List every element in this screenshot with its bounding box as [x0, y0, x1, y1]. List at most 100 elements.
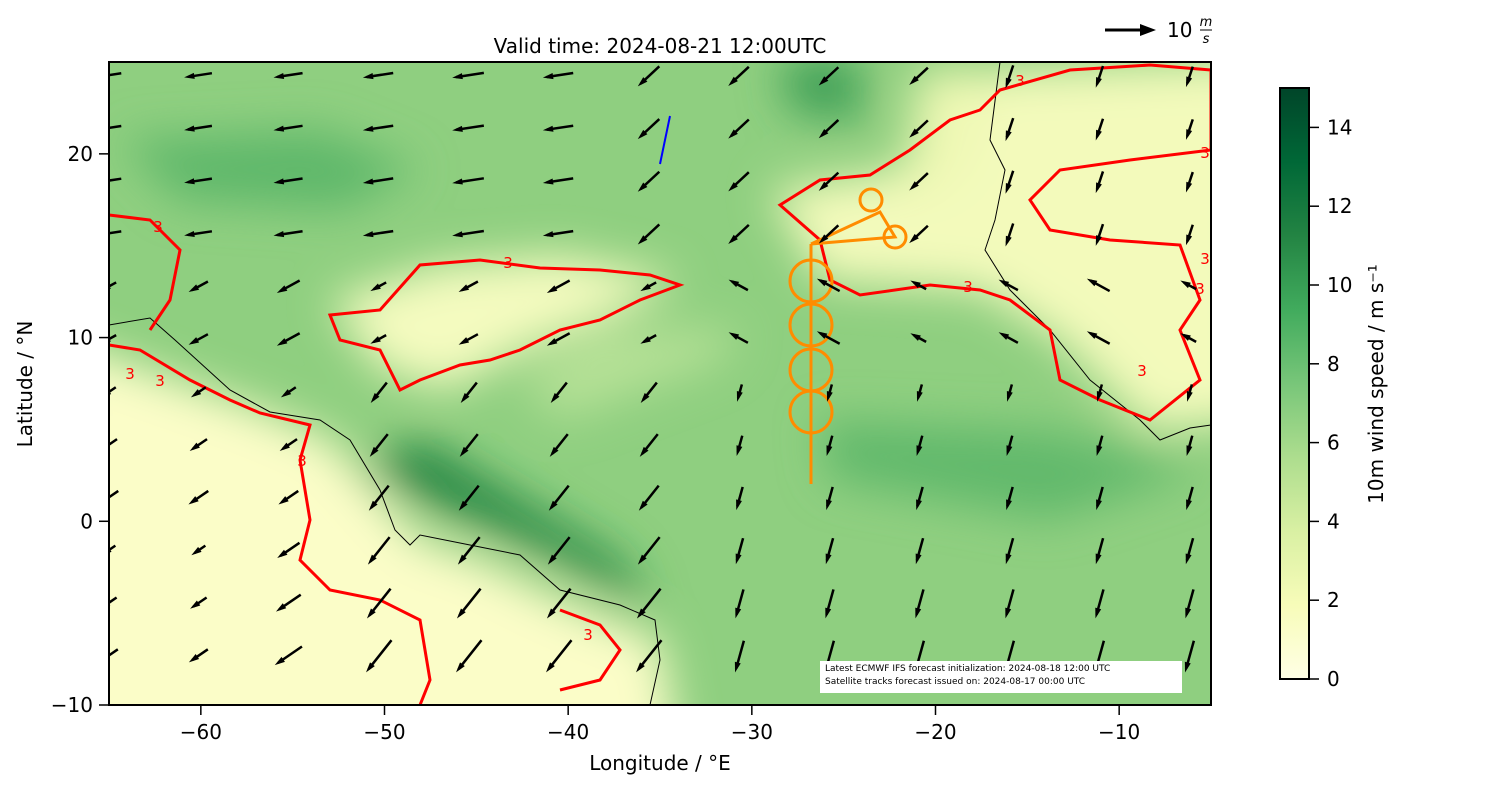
wind-arrow-head	[826, 391, 833, 402]
x-tick-label: −20	[914, 720, 956, 744]
satellite-track	[788, 187, 908, 484]
wind-arrow-head	[998, 332, 1010, 340]
wind-arrow-head	[916, 391, 923, 402]
wind-arrow-head	[95, 125, 106, 131]
wind-arrow-head	[825, 607, 832, 619]
wind-arrow-head	[736, 445, 743, 456]
wind-arrow-head	[736, 391, 743, 402]
wind-arrow-head	[542, 125, 554, 132]
wind-arrow-head	[636, 662, 645, 673]
wind-arrow-head	[1006, 499, 1012, 511]
wind-arrow-head	[273, 125, 285, 132]
wind-arrow-head	[277, 549, 288, 559]
wind-arrow-head	[366, 662, 375, 673]
wind-arrow-head	[1005, 183, 1012, 194]
wind-arrow-head	[273, 72, 285, 79]
wind-arrow-head	[915, 553, 922, 565]
wind-arrow-head	[456, 608, 466, 619]
wind-arrow-head	[910, 333, 921, 341]
wind-arrow-head	[362, 178, 374, 185]
wind-arrow-head	[188, 337, 200, 345]
wind-arrow-head	[279, 442, 290, 451]
annotation: Satellite tracks forecast issued on: 202…	[825, 677, 1085, 687]
quiver-key-unit: s	[1203, 32, 1210, 47]
contour-label: 3	[1200, 250, 1210, 268]
quiver-key-arrow	[1140, 24, 1156, 36]
contour-label: 3	[155, 372, 165, 390]
wind-arrow-head	[276, 285, 288, 293]
wind-arrow-head	[818, 128, 829, 139]
wind-arrow-head	[370, 392, 380, 403]
wind-arrow-head	[816, 278, 828, 287]
wind-arrow-head	[640, 392, 650, 403]
wind-arrow-head	[1005, 235, 1012, 247]
wind-arrow-head	[190, 600, 201, 609]
wind-arrow-head	[546, 338, 558, 346]
wind-arrow-head	[362, 125, 374, 132]
wind-arrow-head	[362, 231, 374, 238]
wind-arrow-head	[1186, 391, 1193, 402]
wind-arrow-head	[366, 608, 376, 619]
wind-arrow-head	[184, 72, 195, 79]
wind-arrow-head	[458, 337, 470, 345]
wind-arrow-head	[735, 607, 742, 619]
wind-arrow-head	[640, 336, 651, 344]
wind-arrow-head	[1095, 77, 1102, 88]
wind-arrow-head	[818, 234, 829, 244]
wind-arrow-head	[188, 653, 200, 663]
y-axis-label: Latitude / °N	[13, 321, 37, 448]
wind-arrow-head	[1186, 445, 1193, 456]
wind-arrow-head	[916, 499, 922, 511]
wind-arrow-head	[458, 500, 468, 511]
x-tick-label: −40	[547, 720, 589, 744]
colorbar	[1279, 87, 1310, 680]
wind-arrow-head	[370, 336, 381, 344]
y-tick-label: −10	[51, 693, 93, 717]
y-tick-label: 20	[68, 142, 93, 166]
wind-arrow-head	[542, 73, 554, 80]
wind-arrow-head	[637, 182, 648, 192]
wind-arrow-head	[460, 392, 470, 403]
wind-arrow-head	[1095, 553, 1102, 565]
wind-arrow-head	[98, 496, 108, 504]
wind-arrow-head	[452, 231, 463, 238]
wind-arrow-head	[826, 445, 833, 456]
annotation-box	[820, 661, 1182, 693]
wind-arrow-head	[1180, 333, 1191, 341]
wind-arrow-head	[826, 499, 832, 511]
wind-arrow-head	[458, 284, 470, 293]
wind-arrow-head	[459, 446, 469, 457]
wind-arrow-head	[273, 231, 285, 238]
wind-arrow-head	[548, 500, 558, 511]
wind-vectors	[95, 65, 1197, 673]
quiver-key-unit: m	[1200, 15, 1213, 30]
wind-arrow-head	[109, 658, 110, 660]
satellite-track	[659, 115, 671, 165]
wind-arrow-head	[95, 178, 106, 184]
colorbar-tick-label: 2	[1327, 588, 1340, 612]
wind-arrow-head	[910, 280, 921, 289]
wind-arrow-head	[1086, 278, 1098, 287]
wind-arrow-head	[1005, 553, 1012, 565]
wind-arrow-head	[546, 285, 558, 293]
wind-arrow-head	[1095, 607, 1102, 619]
wind-arrow-head	[452, 73, 463, 80]
wind-arrow-head	[188, 284, 200, 293]
wind-arrow-head	[1005, 77, 1012, 89]
wind-arrow-head	[736, 499, 742, 511]
wind-arrow-head	[735, 553, 742, 565]
wind-arrow-head	[818, 181, 829, 191]
wind-arrow-head	[909, 233, 919, 244]
wind-arrow-head	[452, 178, 463, 185]
wind-arrow-head	[728, 129, 738, 139]
wind-arrow-head	[190, 389, 202, 398]
wind-arrow-head	[1180, 280, 1191, 289]
wind-arrow-head	[909, 128, 919, 138]
wind-arrow-head	[280, 389, 292, 398]
annotation: Latest ECMWF IFS forecast initialization…	[825, 664, 1110, 674]
contour-label: 3	[297, 452, 307, 470]
y-tick-label: 10	[68, 326, 93, 350]
wind-arrow-head	[637, 129, 648, 140]
wind-arrow-head	[816, 331, 828, 339]
wind-arrow-head	[542, 231, 554, 238]
